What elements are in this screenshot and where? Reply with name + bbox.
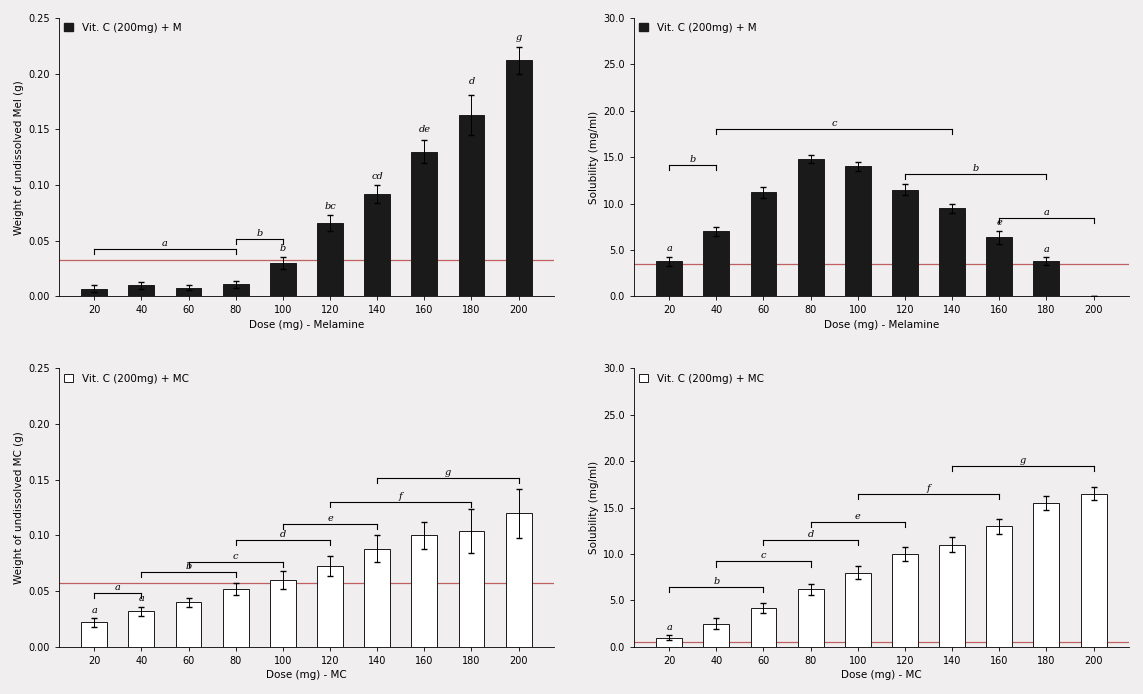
Bar xyxy=(798,589,824,647)
Bar xyxy=(986,526,1013,647)
Bar xyxy=(940,545,965,647)
Bar xyxy=(176,602,201,647)
Bar xyxy=(411,536,438,647)
Bar xyxy=(81,289,107,296)
Bar xyxy=(892,554,918,647)
Bar xyxy=(411,151,438,296)
Bar xyxy=(128,611,154,647)
Bar xyxy=(505,60,531,296)
Text: c: c xyxy=(831,119,837,128)
Bar xyxy=(1033,503,1060,647)
Text: a: a xyxy=(162,239,168,248)
Bar xyxy=(845,167,871,296)
Y-axis label: Solubility (mg/ml): Solubility (mg/ml) xyxy=(589,110,599,204)
Text: a: a xyxy=(1044,208,1049,217)
Bar xyxy=(751,192,776,296)
Bar xyxy=(1080,493,1106,647)
Text: a: a xyxy=(1044,245,1049,254)
Bar xyxy=(892,189,918,296)
Bar xyxy=(365,549,390,647)
Bar xyxy=(223,589,249,647)
X-axis label: Dose (mg) - Melamine: Dose (mg) - Melamine xyxy=(249,320,365,330)
Text: b: b xyxy=(256,228,263,237)
Bar xyxy=(365,194,390,296)
Bar xyxy=(703,231,729,296)
Text: a: a xyxy=(138,595,144,604)
Bar xyxy=(270,580,296,647)
X-axis label: Dose (mg) - MC: Dose (mg) - MC xyxy=(841,670,921,680)
Text: bc: bc xyxy=(325,202,336,211)
Y-axis label: Weight of undissolved Mel (g): Weight of undissolved Mel (g) xyxy=(14,80,24,235)
Legend: Vit. C (200mg) + MC: Vit. C (200mg) + MC xyxy=(64,373,189,384)
Text: e: e xyxy=(855,511,861,520)
Bar xyxy=(81,623,107,647)
Text: b: b xyxy=(689,155,696,164)
Y-axis label: Weight of undissolved MC (g): Weight of undissolved MC (g) xyxy=(14,431,24,584)
Bar xyxy=(176,287,201,296)
Text: b: b xyxy=(713,577,719,586)
Text: a: a xyxy=(666,623,672,632)
Legend: Vit. C (200mg) + M: Vit. C (200mg) + M xyxy=(639,23,757,33)
Text: c: c xyxy=(233,552,239,561)
Text: b: b xyxy=(280,244,286,253)
Bar xyxy=(458,531,485,647)
Bar xyxy=(223,284,249,296)
Legend: Vit. C (200mg) + MC: Vit. C (200mg) + MC xyxy=(639,373,764,384)
Bar xyxy=(656,261,682,296)
Bar xyxy=(986,237,1013,296)
Text: a: a xyxy=(114,584,121,593)
Bar xyxy=(703,624,729,647)
Bar xyxy=(317,223,343,296)
Text: d: d xyxy=(807,530,814,539)
Text: b: b xyxy=(973,164,978,173)
Text: e: e xyxy=(997,218,1002,227)
Text: c: c xyxy=(761,552,766,561)
Bar xyxy=(317,566,343,647)
Text: f: f xyxy=(927,484,930,493)
Text: de: de xyxy=(418,125,430,134)
Bar xyxy=(458,115,485,296)
Bar xyxy=(751,608,776,647)
Text: a: a xyxy=(666,244,672,253)
X-axis label: Dose (mg) - MC: Dose (mg) - MC xyxy=(266,670,346,680)
Bar xyxy=(845,573,871,647)
X-axis label: Dose (mg) - Melamine: Dose (mg) - Melamine xyxy=(824,320,940,330)
Text: e: e xyxy=(327,514,333,523)
Text: g: g xyxy=(1020,456,1026,465)
Bar xyxy=(798,159,824,296)
Bar xyxy=(270,263,296,296)
Text: d: d xyxy=(280,530,286,539)
Text: b: b xyxy=(185,562,192,571)
Bar xyxy=(128,285,154,296)
Bar xyxy=(1033,261,1060,296)
Text: f: f xyxy=(399,492,402,501)
Text: cd: cd xyxy=(371,171,383,180)
Bar xyxy=(940,208,965,296)
Text: g: g xyxy=(445,468,451,477)
Text: a: a xyxy=(91,606,97,615)
Y-axis label: Solubility (mg/ml): Solubility (mg/ml) xyxy=(589,461,599,555)
Bar xyxy=(656,638,682,647)
Bar xyxy=(505,513,531,647)
Legend: Vit. C (200mg) + M: Vit. C (200mg) + M xyxy=(64,23,182,33)
Text: g: g xyxy=(515,33,521,42)
Text: d: d xyxy=(469,77,474,86)
